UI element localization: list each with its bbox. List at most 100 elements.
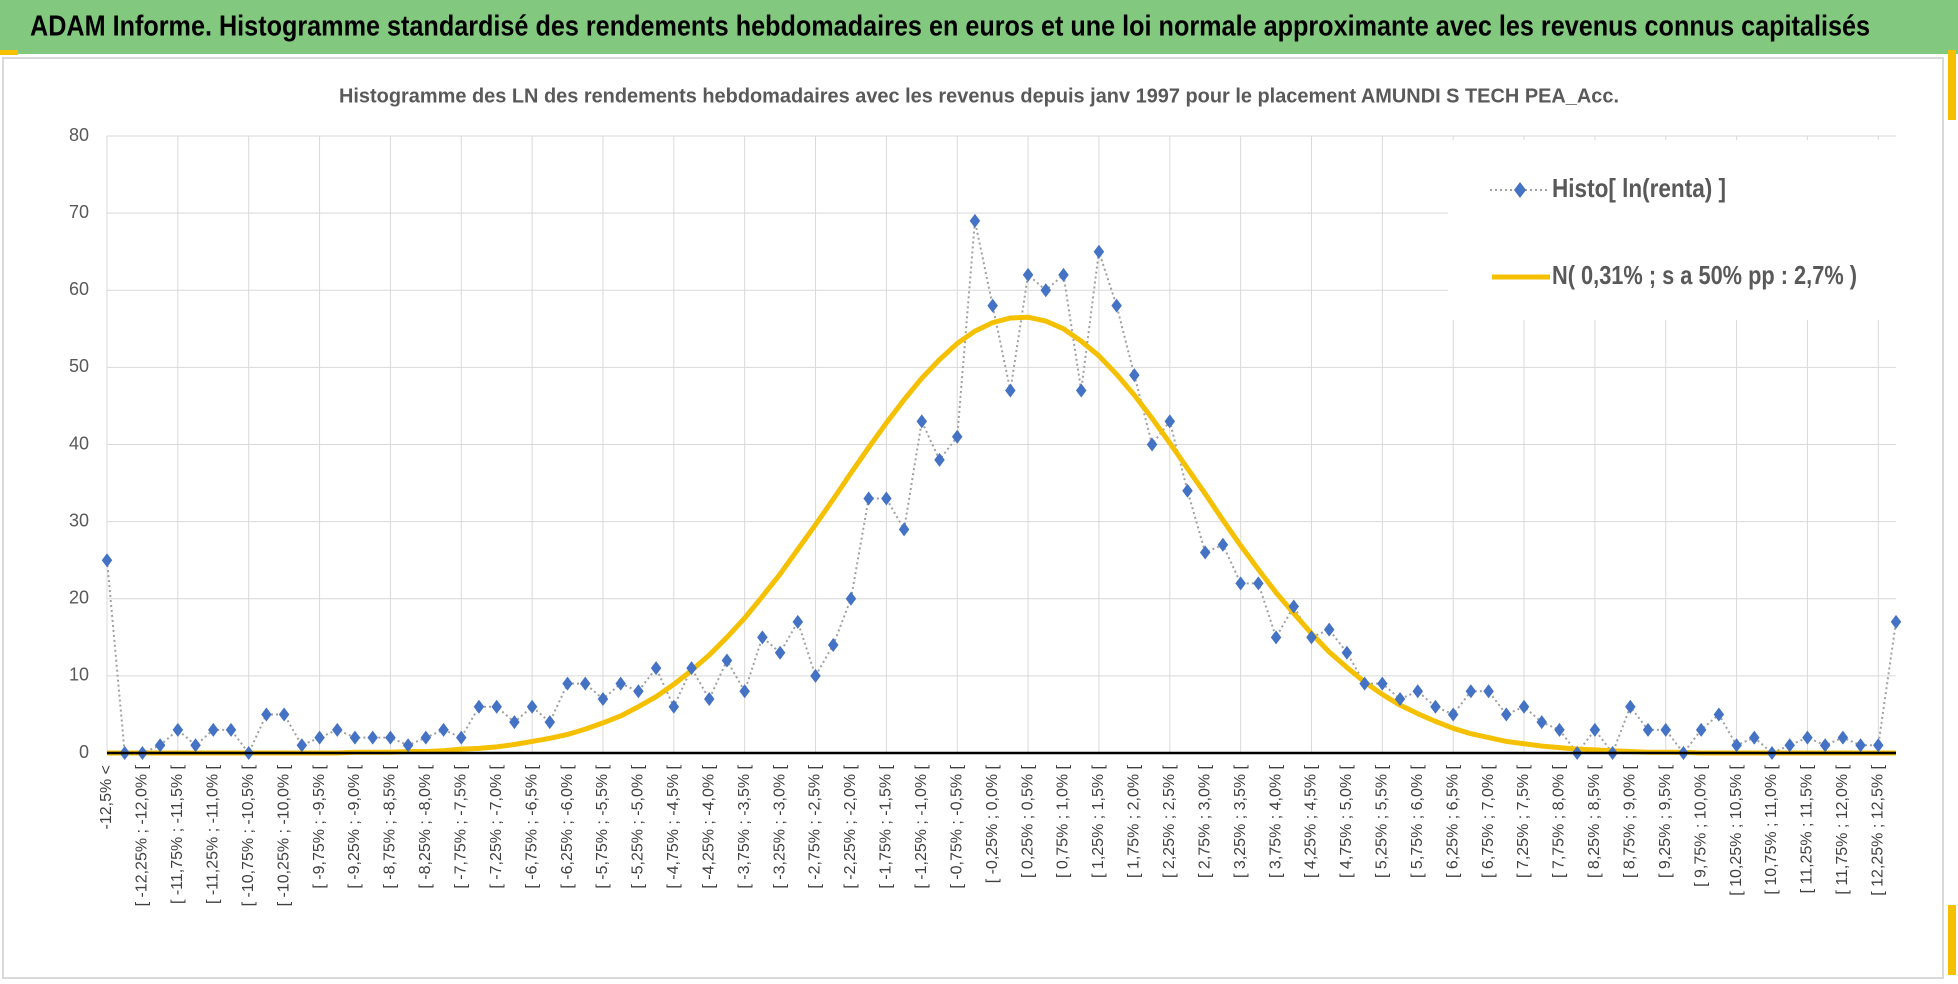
x-tick-label: [ -8,25% ; -8,0% [ [417, 764, 434, 888]
y-tick-label: 70 [69, 202, 89, 222]
data-point [491, 699, 502, 714]
data-point [898, 522, 910, 537]
x-tick-label: [ 6,75% ; 7,0% [ [1480, 764, 1497, 878]
x-tick-label: [ 4,75% ; 5,0% [ [1338, 764, 1355, 878]
x-tick-label: [ 2,25% ; 2,5% [ [1161, 764, 1178, 878]
data-point [1182, 483, 1193, 498]
data-point [1749, 730, 1760, 745]
x-tick-label: [ 5,75% ; 6,0% [ [1409, 764, 1426, 878]
data-point [1412, 684, 1424, 699]
data-point [1199, 545, 1211, 560]
x-tick-label: [ -3,25% ; -3,0% [ [771, 764, 788, 888]
corner-accent [1948, 50, 1956, 120]
legend-swatch [1514, 182, 1526, 198]
x-tick-label: [ -4,25% ; -4,0% [ [700, 764, 717, 888]
x-tick-label: [ 3,75% ; 4,0% [ [1267, 764, 1284, 878]
x-tick-label: [ -10,25% ; -10,0% [ [275, 764, 292, 906]
data-point [1784, 738, 1795, 753]
x-tick-label: [ -11,25% ; -11,0% [ [204, 764, 221, 904]
data-point [633, 684, 644, 699]
x-tick-label: [ -9,25% ; -9,0% [ [346, 764, 363, 888]
data-point [190, 738, 201, 753]
data-point [509, 715, 520, 730]
x-tick-label: [ -2,25% ; -2,0% [ [842, 764, 859, 888]
data-point [987, 298, 998, 313]
header-title: ADAM Informe. Histogramme standardisé de… [30, 11, 1870, 43]
data-point [1075, 383, 1087, 398]
data-point [721, 653, 733, 668]
y-tick-label: 10 [69, 665, 89, 685]
y-tick-label: 80 [69, 125, 89, 145]
data-point [1873, 738, 1884, 753]
data-point [1306, 630, 1317, 645]
data-point [1288, 599, 1300, 614]
data-point [1058, 267, 1069, 282]
x-tick-label: [ -0,75% ; -0,5% [ [948, 764, 965, 888]
data-point [1146, 437, 1158, 452]
data-point [757, 630, 768, 645]
data-line [107, 314, 1896, 756]
data-point [686, 661, 697, 676]
data-point [562, 676, 573, 691]
data-point [650, 661, 662, 676]
x-tick-label: [ 4,25% ; 4,5% [ [1303, 764, 1320, 878]
data-point [208, 722, 219, 737]
chart-title: Histogramme des LN des rendements hebdom… [339, 85, 1619, 107]
data-point [526, 699, 538, 714]
data-point [1819, 738, 1831, 753]
data-point [438, 722, 449, 737]
data-point [367, 730, 378, 745]
x-tick-label: [ -6,25% ; -6,0% [ [559, 764, 576, 888]
x-tick-label: [ -1,75% ; -1,5% [ [878, 764, 895, 888]
data-point [597, 692, 609, 707]
legend-label: Histo[ ln(renta) ] [1552, 173, 1726, 203]
x-tick-label: -12,5% < [98, 765, 115, 829]
data-point [668, 699, 680, 714]
data-point [1164, 414, 1176, 429]
data-point [1040, 283, 1052, 298]
x-tick-label: [ 9,75% ; 10,0% [ [1692, 764, 1709, 886]
data-point [1377, 676, 1388, 691]
data-point [792, 614, 804, 629]
x-tick-label: [ -0,25% ; 0,0% [ [984, 764, 1001, 883]
data-point [916, 414, 928, 429]
x-tick-label: [ -7,25% ; -7,0% [ [488, 764, 505, 888]
data-point [1713, 707, 1725, 722]
data-point [1323, 622, 1335, 637]
data-point [1217, 537, 1229, 552]
data-point [456, 730, 467, 745]
x-tick-label: [ -3,75% ; -3,5% [ [736, 764, 753, 888]
data-point [172, 722, 184, 737]
data-point [154, 738, 166, 753]
data-point [1093, 244, 1105, 259]
data-point [1589, 722, 1601, 737]
data-point [1642, 722, 1654, 737]
data-point [1483, 684, 1494, 699]
data-point [845, 591, 857, 606]
x-tick-label: [ 7,75% ; 8,0% [ [1551, 764, 1568, 878]
data-point [278, 707, 290, 722]
data-point [1253, 576, 1264, 591]
data-point [1341, 645, 1353, 660]
data-point [774, 645, 786, 660]
data-point [863, 491, 874, 506]
data-point [1129, 368, 1140, 383]
x-tick-label: [ 1,75% ; 2,0% [ [1126, 764, 1143, 878]
y-tick-label: 60 [69, 279, 89, 299]
y-tick-label: 30 [69, 510, 89, 530]
data-point [810, 668, 821, 683]
y-tick-label: 40 [69, 433, 89, 453]
x-tick-label: [ -2,75% ; -2,5% [ [807, 764, 824, 888]
x-tick-label: [ 6,25% ; 6,5% [ [1444, 764, 1461, 878]
data-point [1695, 722, 1707, 737]
data-point [1235, 576, 1246, 591]
x-tick-label: [ -6,75% ; -6,5% [ [523, 764, 540, 888]
chart-frame [2, 57, 1944, 979]
data-point [1465, 684, 1477, 699]
x-tick-label: [ -1,25% ; -1,0% [ [913, 764, 930, 888]
data-point [314, 730, 325, 745]
x-tick-label: [ -11,75% ; -11,5% [ [169, 764, 186, 904]
data-point [1802, 730, 1813, 745]
x-tick-label: [ 11,75% ; 12,0% [ [1834, 764, 1851, 894]
